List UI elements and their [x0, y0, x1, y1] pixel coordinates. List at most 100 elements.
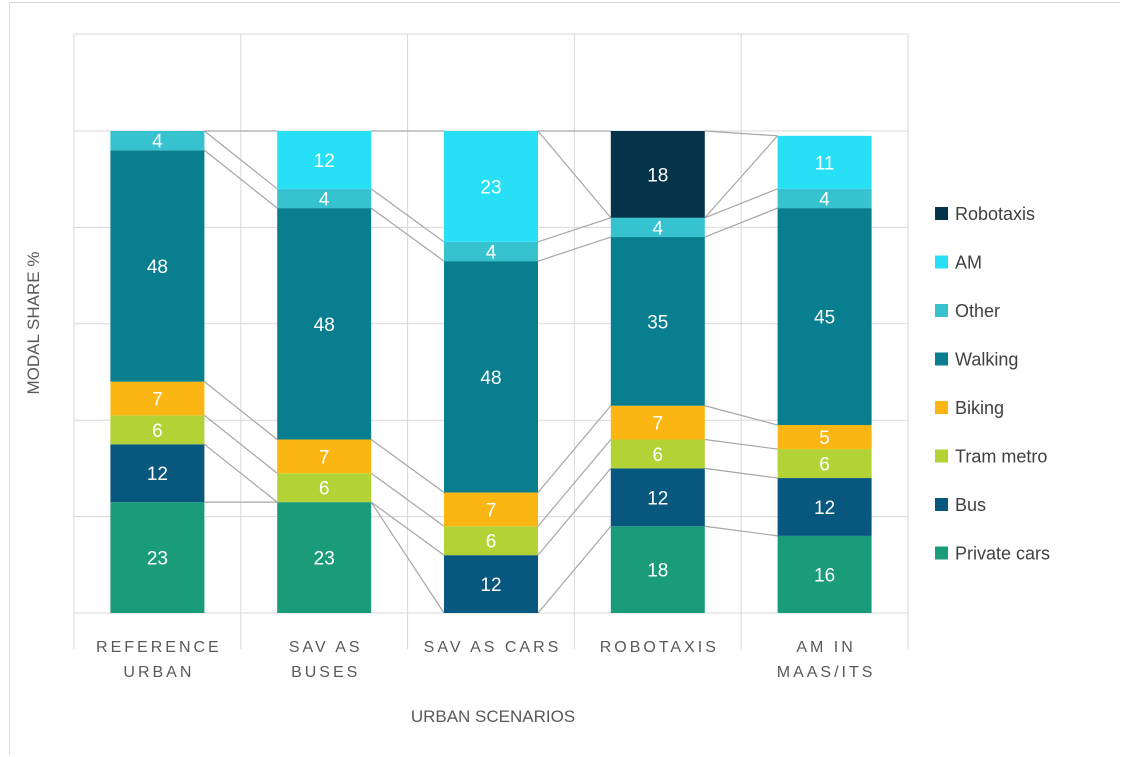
connector-line — [204, 414, 278, 474]
connector-line — [537, 405, 612, 493]
bar-segment-tram-metro — [277, 473, 372, 503]
data-label: 7 — [319, 447, 330, 468]
connector-line — [204, 149, 278, 209]
connector-line — [704, 188, 778, 219]
bar-segment-other — [444, 241, 538, 262]
bar-segment-private-cars — [110, 502, 205, 613]
legend-swatch — [935, 304, 948, 317]
bar-segment-biking — [110, 381, 205, 416]
legend-swatch — [935, 498, 948, 511]
legend-swatch — [935, 352, 948, 366]
legend-swatch — [935, 449, 948, 463]
bar-segment-walking — [777, 208, 872, 426]
legend: Robotaxis AM Other Walking Biking Tram metro B… — [935, 204, 1050, 564]
connector-line — [370, 501, 445, 614]
bar-segment-bus — [777, 478, 872, 536]
connector-line — [204, 381, 278, 440]
data-label: 4 — [152, 132, 163, 153]
connector-line — [704, 525, 778, 537]
bar-segment-biking — [777, 425, 872, 450]
bar-segment-other — [110, 131, 205, 151]
legend-swatch — [935, 255, 948, 269]
x-tick-label: MAAS/ITS — [777, 664, 876, 681]
data-label: 6 — [152, 421, 163, 442]
connector-line — [704, 135, 779, 219]
data-label: 12 — [814, 498, 835, 519]
bar-segment-am — [777, 135, 872, 189]
bar-segment-tram-metro — [777, 449, 872, 479]
bar-segment-walking — [110, 150, 205, 382]
bar-segment-walking — [444, 261, 538, 493]
legend-label: AM — [955, 253, 982, 273]
y-axis-title: MODAL SHARE % — [24, 252, 43, 395]
data-label: 4 — [319, 189, 330, 210]
data-label: 12 — [647, 488, 668, 509]
bars: 23 12 6 7 48 4 23 6 7 48 4 12 12 6 7 48 4 23 18 12 6 7 35 4 18 16… — [110, 131, 872, 613]
legend-swatch — [935, 207, 948, 220]
x-tick-label: ROBOTAXIS — [600, 639, 719, 656]
legend-label: Biking — [955, 398, 1004, 418]
data-label: 11 — [815, 153, 835, 174]
x-tick-label: SAV AS CARS — [424, 639, 562, 656]
connector-line — [370, 501, 445, 556]
legend-label: Other — [955, 301, 1000, 321]
connector-line — [537, 217, 611, 243]
bar-segment-am — [277, 131, 372, 189]
data-label: 5 — [819, 428, 830, 449]
bar-segment-tram-metro — [110, 415, 205, 445]
connector-line — [537, 525, 612, 614]
connector-line — [204, 130, 278, 190]
bar-segment-bus — [110, 444, 205, 503]
connector-line — [370, 207, 445, 262]
legend-label: Bus — [955, 495, 986, 515]
bar-segment-walking — [610, 237, 705, 406]
chart-frame — [9, 2, 1120, 755]
bar-segment-other — [777, 188, 872, 209]
connector-line — [704, 405, 778, 426]
x-axis-title: URBAN SCENARIOS — [411, 707, 575, 726]
legend-swatch — [935, 401, 948, 414]
data-label: 4 — [486, 243, 497, 264]
data-label: 6 — [819, 455, 830, 476]
data-label: 45 — [814, 308, 835, 329]
data-label: 4 — [819, 189, 830, 210]
connector-line — [704, 438, 778, 450]
x-tick-label: BUSES — [291, 664, 360, 681]
data-label: 12 — [314, 151, 335, 172]
bar-segment-biking — [444, 492, 538, 527]
x-tick-label: REFERENCE — [96, 639, 222, 656]
bar-segment-private-cars — [610, 526, 705, 613]
connector-line — [704, 130, 778, 137]
data-label: 48 — [314, 315, 335, 336]
data-label: 4 — [653, 218, 664, 239]
x-tick-label: AM IN — [796, 639, 855, 656]
bar-segment-am — [444, 131, 538, 242]
x-tick-label: SAV AS — [289, 639, 363, 656]
bar-segment-tram-metro — [610, 439, 705, 469]
connector-line — [537, 236, 611, 262]
legend-label: Walking — [955, 350, 1018, 370]
data-label: 18 — [647, 561, 668, 582]
connector-line — [537, 130, 612, 219]
connector-line — [537, 439, 612, 527]
data-label: 23 — [314, 549, 335, 570]
x-tick-label: URBAN — [123, 664, 194, 681]
bar-segment-other — [610, 217, 705, 238]
connector-line — [704, 207, 778, 238]
bar-segment-private-cars — [277, 502, 372, 613]
x-axis-tick-labels: REFERENCE URBAN SAV AS BUSES SAV AS CARS ROBO… — [96, 639, 876, 681]
bar-segment-private-cars — [777, 535, 872, 613]
legend-label: Robotaxis — [955, 204, 1035, 224]
data-label: 7 — [653, 414, 664, 435]
bar-segment-bus — [610, 468, 705, 527]
series-connector-lines — [204, 130, 779, 614]
data-label: 18 — [647, 165, 668, 186]
data-label: 23 — [147, 549, 168, 570]
data-label: 6 — [319, 479, 330, 500]
data-label: 35 — [647, 312, 668, 333]
data-label: 12 — [480, 575, 501, 596]
connector-line — [704, 467, 778, 479]
connector-line — [204, 443, 278, 503]
data-label: 6 — [653, 445, 664, 466]
